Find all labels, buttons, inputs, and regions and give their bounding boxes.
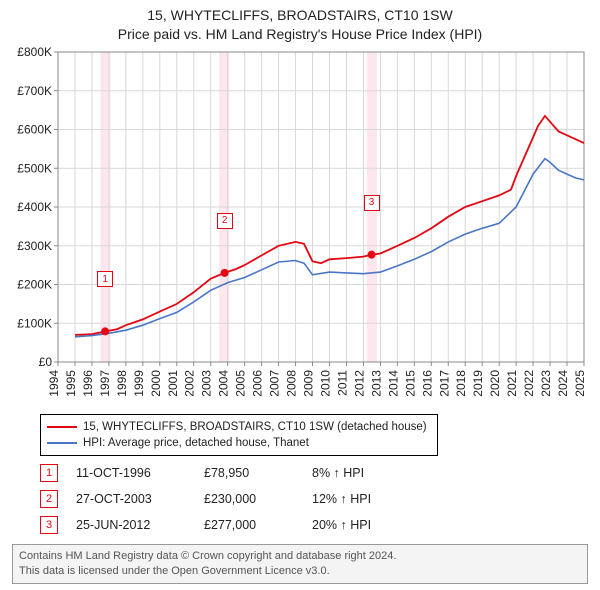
title-line-2: Price paid vs. HM Land Registry's House …	[0, 25, 600, 44]
x-tick-label: 2001	[166, 370, 180, 397]
x-tick-label: 2005	[234, 370, 248, 397]
y-tick-label: £300K	[17, 239, 52, 253]
x-tick-label: 2025	[573, 370, 587, 397]
x-tick-label: 2008	[285, 370, 299, 397]
legend-swatch	[47, 426, 77, 428]
x-tick-label: 2020	[488, 370, 502, 397]
sale-price: £78,950	[204, 466, 294, 480]
x-tick-label: 2013	[369, 370, 383, 397]
x-tick-label: 2009	[302, 370, 316, 397]
sale-date: 27-OCT-2003	[76, 492, 186, 506]
x-tick-label: 1997	[98, 370, 112, 397]
x-tick-label: 2021	[505, 370, 519, 397]
attribution-footer: Contains HM Land Registry data © Crown c…	[12, 544, 588, 584]
sale-badge: 3	[40, 516, 58, 534]
x-tick-label: 2016	[420, 370, 434, 397]
sale-date: 25-JUN-2012	[76, 518, 186, 532]
sale-delta: 12% ↑ HPI	[312, 492, 422, 506]
y-tick-label: £100K	[17, 316, 52, 330]
x-tick-label: 2024	[556, 370, 570, 397]
sale-delta: 8% ↑ HPI	[312, 466, 422, 480]
footer-line-1: Contains HM Land Registry data © Crown c…	[19, 549, 581, 564]
sale-date: 11-OCT-1996	[76, 466, 186, 480]
x-tick-label: 2017	[437, 370, 451, 397]
x-tick-label: 2007	[268, 370, 282, 397]
y-tick-label: £200K	[17, 278, 52, 292]
x-tick-label: 1999	[132, 370, 146, 397]
x-tick-label: 2019	[471, 370, 485, 397]
x-tick-label: 1994	[47, 370, 61, 397]
sale-delta: 20% ↑ HPI	[312, 518, 422, 532]
x-tick-label: 2023	[539, 370, 553, 397]
legend-label: HPI: Average price, detached house, Than…	[83, 435, 309, 451]
legend-row: HPI: Average price, detached house, Than…	[47, 435, 427, 451]
sale-badge: 1	[40, 464, 58, 482]
sale-marker-badge: 1	[97, 271, 113, 287]
chart-area: £0 £100K £200K £300K £400K £500K £600K £700K £80…	[8, 46, 592, 406]
sale-price: £230,000	[204, 492, 294, 506]
x-tick-label: 2004	[217, 370, 231, 397]
sale-marker-badge: 2	[217, 213, 233, 229]
x-tick-label: 2000	[149, 370, 163, 397]
x-tick-label: 2018	[454, 370, 468, 397]
chart-svg: £0 £100K £200K £300K £400K £500K £600K £700K £80…	[8, 46, 592, 406]
sales-row: 2 27-OCT-2003 £230,000 12% ↑ HPI	[40, 486, 422, 512]
x-tick-label: 2022	[522, 370, 536, 397]
x-tick-label: 2010	[318, 370, 332, 397]
x-tick-label: 2012	[352, 370, 366, 397]
sales-row: 1 11-OCT-1996 £78,950 8% ↑ HPI	[40, 460, 422, 486]
sales-row: 3 25-JUN-2012 £277,000 20% ↑ HPI	[40, 512, 422, 538]
title-line-1: 15, WHYTECLIFFS, BROADSTAIRS, CT10 1SW	[0, 6, 600, 25]
sale-marker-dot	[368, 251, 376, 259]
sale-price: £277,000	[204, 518, 294, 532]
y-tick-label: £0	[39, 355, 53, 369]
footer-line-2: This data is licensed under the Open Gov…	[19, 564, 581, 579]
sale-marker-dot	[101, 327, 109, 335]
legend-row: 15, WHYTECLIFFS, BROADSTAIRS, CT10 1SW (…	[47, 419, 427, 435]
sale-marker-badge: 3	[364, 195, 380, 211]
y-tick-label: £800K	[17, 46, 52, 59]
y-tick-label: £400K	[17, 200, 52, 214]
x-tick-label: 1995	[64, 370, 78, 397]
legend-label: 15, WHYTECLIFFS, BROADSTAIRS, CT10 1SW (…	[83, 419, 427, 435]
y-tick-label: £500K	[17, 161, 52, 175]
x-tick-label: 1996	[81, 370, 95, 397]
legend-swatch	[47, 442, 77, 444]
x-tick-label: 1998	[115, 370, 129, 397]
legend: 15, WHYTECLIFFS, BROADSTAIRS, CT10 1SW (…	[40, 414, 438, 456]
x-tick-label: 2002	[183, 370, 197, 397]
x-tick-label: 2015	[403, 370, 417, 397]
x-tick-label: 2006	[251, 370, 265, 397]
sale-badge: 2	[40, 490, 58, 508]
x-tick-label: 2011	[335, 370, 349, 396]
sale-marker-dot	[221, 269, 229, 277]
y-tick-label: £600K	[17, 123, 52, 137]
x-tick-label: 2003	[200, 370, 214, 397]
y-tick-label: £700K	[17, 84, 52, 98]
x-tick-label: 2014	[386, 370, 400, 397]
sales-table: 1 11-OCT-1996 £78,950 8% ↑ HPI 2 27-OCT-2003 £…	[40, 460, 422, 538]
chart-title-block: 15, WHYTECLIFFS, BROADSTAIRS, CT10 1SW P…	[0, 0, 600, 44]
